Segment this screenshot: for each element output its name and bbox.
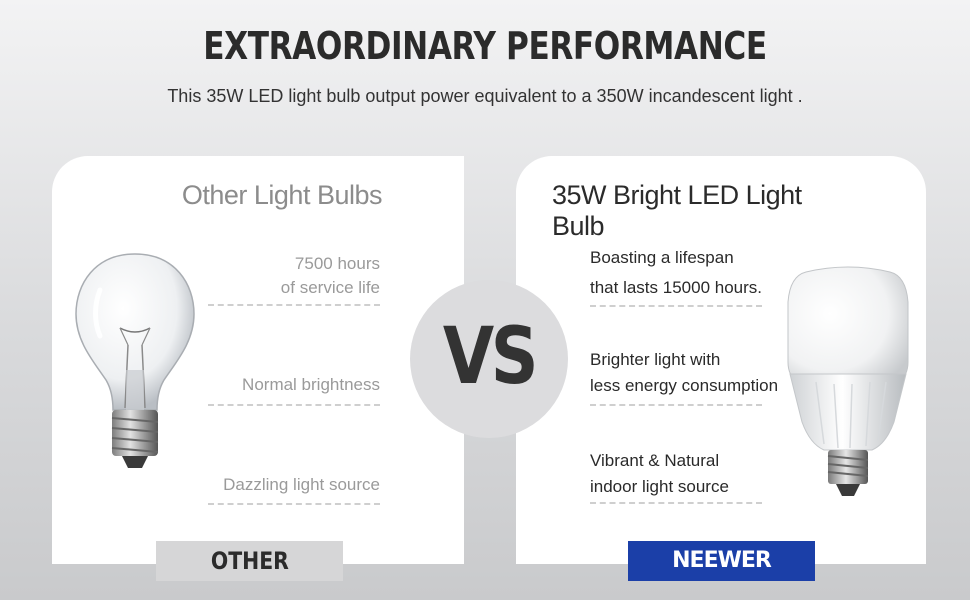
incandescent-bulb-icon bbox=[75, 253, 195, 468]
divider bbox=[590, 502, 762, 504]
divider bbox=[208, 404, 380, 406]
led-bulb-heading: 35W Bright LED Light Bulb bbox=[552, 180, 802, 241]
right-feature-lifespan: Boasting a lifespan that lasts 15000 hou… bbox=[590, 248, 763, 297]
right-feature-efficiency: Brighter light with less energy consumpt… bbox=[590, 350, 779, 395]
divider bbox=[208, 304, 380, 306]
vs-label: VS bbox=[442, 312, 539, 402]
page-title: EXTRAORDINARY PERFORMANCE bbox=[203, 24, 767, 68]
divider bbox=[590, 305, 762, 307]
divider bbox=[208, 503, 380, 505]
left-feature-light-source: Dazzling light source bbox=[223, 475, 380, 494]
right-feature-light-source: Vibrant & Natural indoor light source bbox=[590, 451, 729, 496]
led-bulb-icon bbox=[787, 266, 909, 496]
page-subtitle: This 35W LED light bulb output power equ… bbox=[167, 86, 803, 106]
other-bulbs-heading: Other Light Bulbs bbox=[181, 180, 383, 210]
left-feature-brightness: Normal brightness bbox=[242, 375, 380, 394]
other-badge: OTHER bbox=[156, 541, 343, 581]
divider bbox=[590, 404, 762, 406]
vs-circle bbox=[410, 280, 568, 438]
neewer-logo-badge: NEEWER bbox=[628, 541, 815, 581]
left-feature-lifespan: 7500 hours of service life bbox=[280, 254, 380, 297]
